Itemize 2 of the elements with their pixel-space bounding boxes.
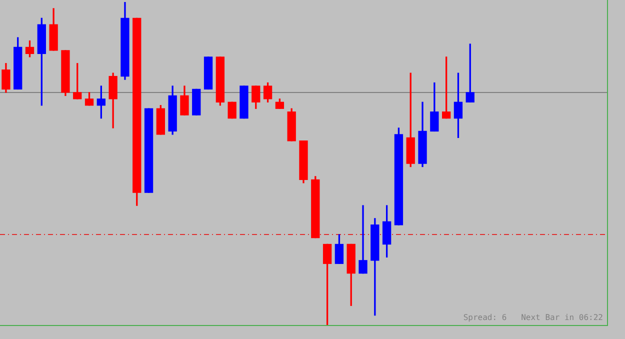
candlestick xyxy=(358,205,368,274)
annotation: Spread: 6 Next Bar in 06:22 xyxy=(463,313,603,322)
